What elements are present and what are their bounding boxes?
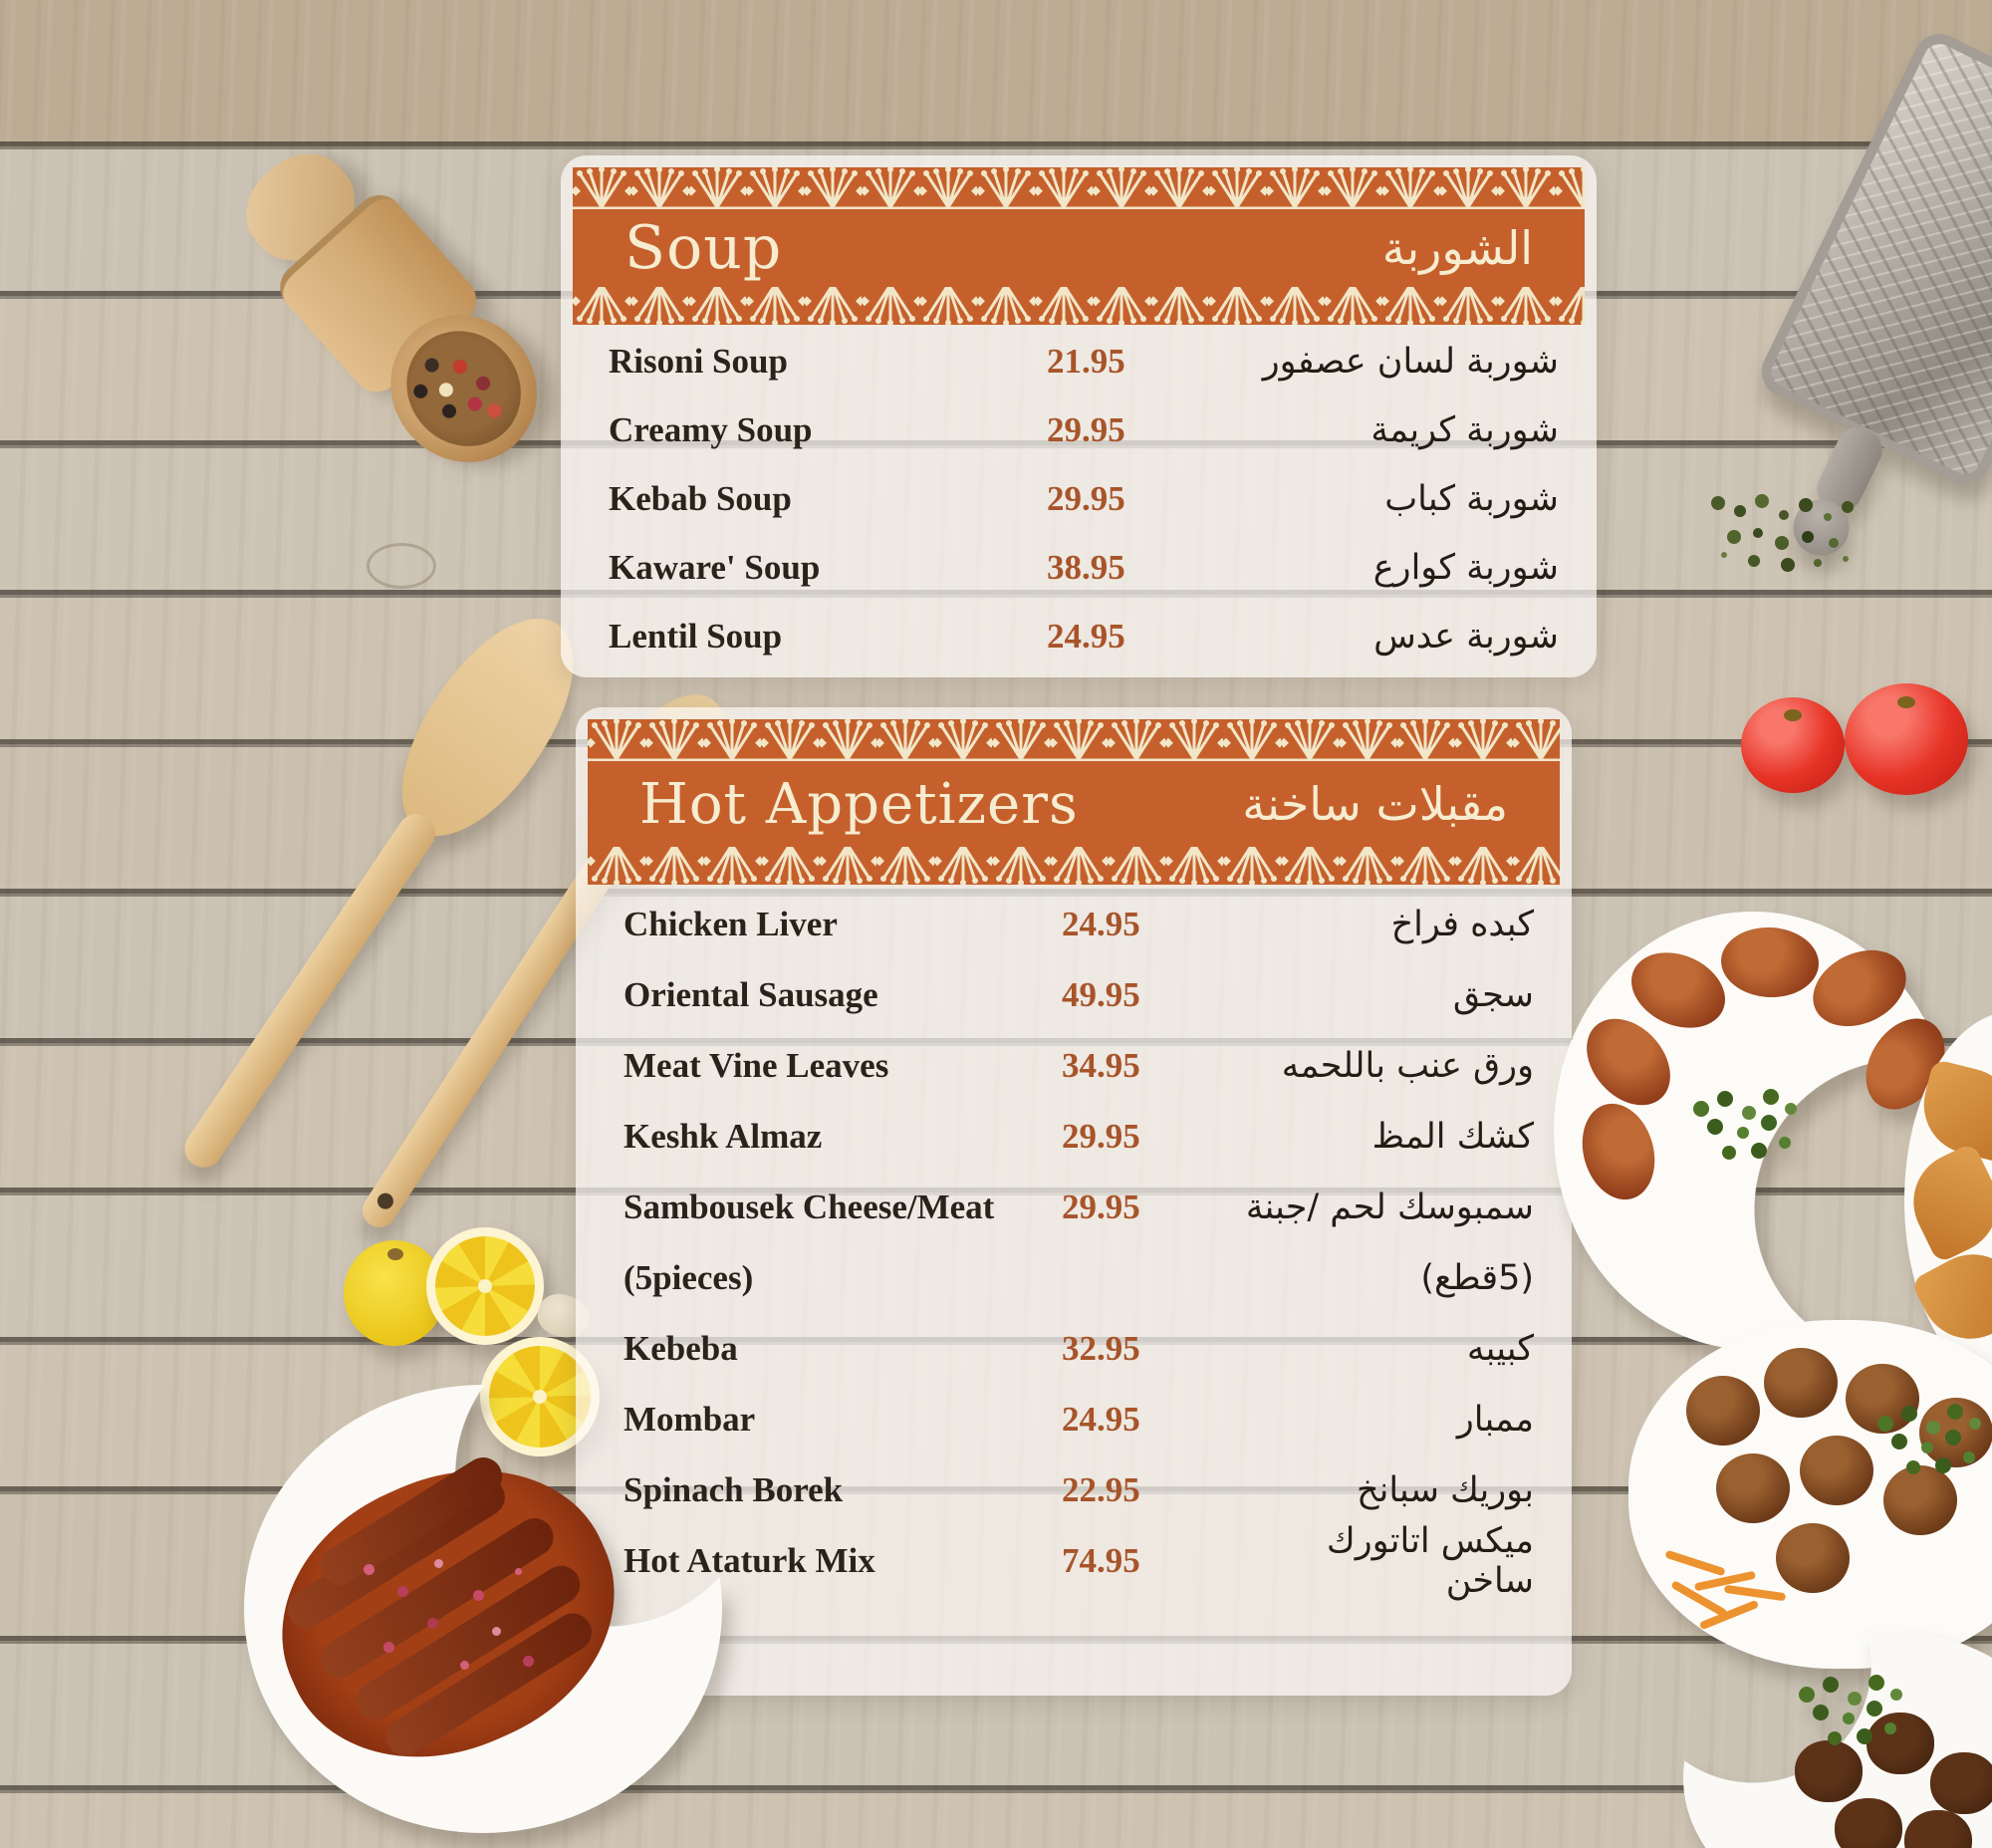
- sausage-plate-image: [238, 1385, 722, 1833]
- item-name-ar: كبده فراخ: [1390, 904, 1534, 944]
- item-name-ar: كبيبه: [1466, 1328, 1534, 1369]
- menu-item-row: Chicken Liver 24.95 كبده فراخ: [576, 889, 1572, 959]
- menu-item-row: Kaware' Soup 38.95 شوربة كوارع: [561, 533, 1597, 602]
- hot-appetizers-items-list: Chicken Liver 24.95 كبده فراخ Oriental Saus…: [576, 889, 1572, 1601]
- parsley-garnish: [1693, 1101, 1709, 1117]
- item-name-en: Kebab Soup: [609, 478, 792, 518]
- item-price: 22.95: [1062, 1469, 1140, 1509]
- wooden-scoop-image: [209, 119, 568, 493]
- tomato-image: [1741, 697, 1845, 793]
- menu-item-row: Creamy Soup 29.95 شوربة كريمة: [561, 396, 1597, 464]
- item-name-en: Mombar: [623, 1399, 756, 1439]
- item-name-en: Kebeba: [623, 1328, 738, 1368]
- item-name-ar: ورق عنب باللحمه: [1281, 1045, 1534, 1086]
- item-name-en: Chicken Liver: [623, 904, 838, 943]
- item-name-en: Sambousek Cheese/Meat: [623, 1187, 995, 1226]
- item-price: 24.95: [1047, 616, 1125, 656]
- section-title-ar: الشوربة: [1381, 221, 1533, 275]
- menu-item-row: Spinach Borek 22.95 بوريك سبانخ: [576, 1454, 1572, 1525]
- lace-border-icon: [588, 719, 1560, 761]
- item-name-ar: سجق: [1452, 974, 1534, 1015]
- menu-item-row-note: (5pieces) (5قطع): [576, 1242, 1572, 1313]
- item-price: 74.95: [1062, 1540, 1140, 1580]
- lemon-slice-image: [426, 1227, 544, 1345]
- item-price: 24.95: [1062, 1399, 1140, 1439]
- meat-crescent-plate-image: [1683, 1629, 1992, 1848]
- item-price: 29.95: [1047, 478, 1125, 518]
- menu-item-row: Sambousek Cheese/Meat 29.95 سمبوسك لحم /جب…: [576, 1172, 1572, 1242]
- menu-item-row: Keshk Almaz 29.95 كشك المظ: [576, 1101, 1572, 1172]
- item-name-en: Oriental Sausage: [623, 974, 878, 1014]
- tomato-image: [1845, 683, 1968, 795]
- menu-item-row: Oriental Sausage 49.95 سجق: [576, 959, 1572, 1030]
- item-price: 32.95: [1062, 1328, 1140, 1368]
- item-price: 49.95: [1062, 974, 1140, 1014]
- menu-item-row: Kebab Soup 29.95 شوربة كباب: [561, 464, 1597, 533]
- item-name-ar: ممبار: [1456, 1399, 1534, 1440]
- metal-grater-image: [1752, 25, 1992, 566]
- item-price: 38.95: [1047, 547, 1125, 587]
- item-price: 29.95: [1062, 1187, 1140, 1226]
- grater-face: [1752, 25, 1992, 493]
- item-name-ar: (5قطع): [1420, 1257, 1534, 1298]
- item-price: 29.95: [1062, 1116, 1140, 1156]
- handle-hole: [374, 1189, 397, 1212]
- pink-peppercorns: [364, 1564, 374, 1575]
- item-name-ar: سمبوسك لحم /جبنة: [1245, 1187, 1534, 1227]
- parsley-garnish: [1799, 1687, 1815, 1703]
- item-name-ar: شوربة لسان عصفور: [1262, 341, 1559, 382]
- menu-item-row: Risoni Soup 21.95 شوربة لسان عصفور: [561, 327, 1597, 396]
- item-name-ar: شوربة كباب: [1384, 478, 1559, 519]
- item-price: 34.95: [1062, 1045, 1140, 1085]
- item-name-en: Kaware' Soup: [609, 547, 821, 587]
- menu-item-row: Hot Ataturk Mix 74.95 ميكس اتاتورك ساخن: [576, 1521, 1572, 1601]
- menu-item-row: Mombar 24.95 ممبار: [576, 1384, 1572, 1454]
- item-price: 29.95: [1047, 409, 1125, 449]
- item-price: 21.95: [1047, 341, 1125, 381]
- item-name-ar: شوربة كوارع: [1372, 547, 1559, 588]
- lace-border-icon: [573, 287, 1585, 325]
- hot-appetizers-menu-panel: Hot Appetizers مقبلات ساخنة Chicken Live…: [576, 707, 1572, 1696]
- lace-border-icon: [573, 167, 1585, 209]
- section-title-en: Hot Appetizers: [639, 771, 1079, 837]
- meatball-plate-image: [1628, 1320, 1992, 1669]
- soup-items-list: Risoni Soup 21.95 شوربة لسان عصفور Creamy S…: [561, 327, 1597, 670]
- item-name-en: (5pieces): [623, 1257, 754, 1297]
- soup-menu-panel: Soup الشوربة Risoni Soup 21.95 شوربة لسان …: [561, 155, 1597, 677]
- menu-item-row: Kebeba 32.95 كبيبه: [576, 1313, 1572, 1384]
- hot-appetizers-header-band: Hot Appetizers مقبلات ساخنة: [588, 719, 1560, 885]
- item-price: 24.95: [1062, 904, 1140, 943]
- item-name-en: Lentil Soup: [609, 616, 783, 656]
- menu-item-row: Lentil Soup 24.95 شوربة عدس: [561, 602, 1597, 670]
- section-title-ar: مقبلات ساخنة: [1242, 777, 1508, 831]
- item-name-en: Keshk Almaz: [623, 1116, 823, 1156]
- item-name-en: Risoni Soup: [609, 341, 788, 381]
- herbs-image: [1711, 496, 1725, 510]
- wood-knot: [367, 543, 436, 589]
- parsley-garnish: [1877, 1416, 1893, 1432]
- lace-border-icon: [588, 847, 1560, 885]
- item-name-ar: ميكس اتاتورك ساخن: [1326, 1520, 1534, 1601]
- item-name-ar: بوريك سبانخ: [1357, 1469, 1534, 1510]
- item-name-ar: شوربة عدس: [1373, 616, 1559, 657]
- menu-item-row: Meat Vine Leaves 34.95 ورق عنب باللحمه: [576, 1030, 1572, 1101]
- kibbeh-plate-image: [1554, 912, 1961, 1350]
- item-name-ar: شوربة كريمة: [1370, 409, 1559, 450]
- item-name-en: Meat Vine Leaves: [623, 1045, 889, 1085]
- item-name-en: Creamy Soup: [609, 409, 813, 449]
- soup-header-band: Soup الشوربة: [573, 167, 1585, 325]
- item-name-ar: كشك المظ: [1371, 1116, 1534, 1157]
- section-title-en: Soup: [624, 213, 783, 283]
